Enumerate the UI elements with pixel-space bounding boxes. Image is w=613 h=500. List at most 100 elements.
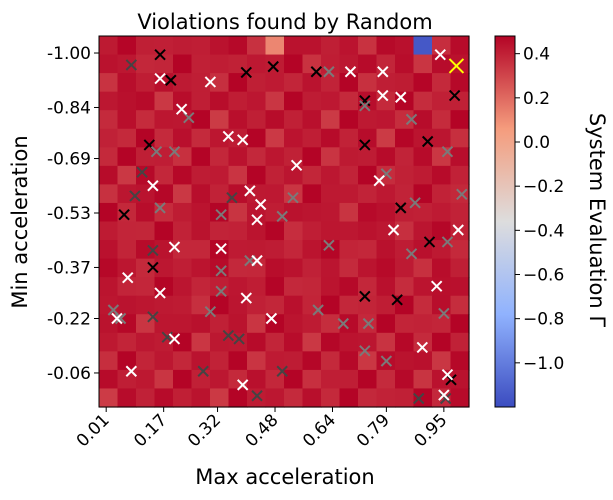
heatmap-cell [265,351,285,371]
heatmap-cell [302,128,322,148]
heatmap-cell [191,295,211,315]
heatmap-cell [99,91,119,111]
heatmap-cell [191,54,211,74]
heatmap-cell [228,314,248,334]
violation-marker-gray [441,146,454,158]
heatmap-cell [321,147,341,167]
violation-marker-white [240,292,252,304]
heatmap-cell [358,184,378,204]
violation-marker-black [391,294,403,306]
colorbar-tick-label: −0.6 [523,266,564,286]
heatmap-cell [247,147,267,167]
heatmap-cell [339,277,359,297]
heatmap-cell [154,165,174,185]
heatmap-cell [173,332,193,352]
heatmap-cell [450,36,470,56]
heatmap-cell [154,258,174,278]
heatmap-cell [339,258,359,278]
heatmap-cell [136,258,156,278]
violation-marker-black [165,74,177,86]
heatmap-cell [358,351,378,371]
heatmap-cell [210,295,230,315]
heatmap-cell [136,388,156,408]
x-tick-label: 0.95 [410,410,451,451]
heatmap-cell [117,388,137,408]
heatmap-cell [321,91,341,111]
heatmap-cell [117,110,137,130]
heatmap-cell [228,91,248,111]
heatmap-cell [395,258,415,278]
x-tick-label: 0.48 [242,410,283,451]
y-tick-label: -0.53 [47,204,91,224]
heatmap-cell [173,314,193,334]
colorbar-tick-label: −1.0 [523,354,564,374]
heatmap-cell [321,202,341,223]
violation-marker-gray [359,100,371,112]
heatmap-cell [284,240,304,260]
violation-marker-white [204,76,217,88]
plot-frame [98,35,470,408]
heatmap-cell [228,128,248,148]
heatmap-cell [432,128,452,148]
heatmap-cell [228,184,248,204]
heatmap-cell [358,277,378,297]
heatmap-cell [99,128,119,148]
violation-marker-gray [438,307,450,320]
violation-marker-gray [409,197,421,209]
heatmap-cell [450,369,470,390]
y-tick-label: -0.84 [47,98,91,118]
heatmap-cell [210,165,230,185]
violation-marker-white [441,368,454,381]
heatmap-cell [339,36,359,56]
x-tick-label: 0.32 [184,410,225,451]
heatmap-cell [173,165,193,185]
heatmap-cell [154,388,174,408]
heatmap-cell [99,351,119,371]
heatmap-cell [376,388,396,408]
heatmap-cell [191,277,211,297]
heatmap-cell [339,73,359,93]
heatmap-cell [191,202,211,223]
heatmap-cell [99,240,119,260]
heatmap-cell [450,240,470,260]
heatmap-cell [358,91,378,111]
heatmap-cell [432,91,452,111]
heatmap-cell [339,240,359,260]
heatmap-cell [210,110,230,130]
heatmap-cell [413,221,433,241]
heatmap-cell [432,184,452,204]
violation-marker-white [125,365,138,377]
violation-marker-dark-gray [129,190,141,202]
violation-marker-black [147,261,159,274]
heatmap-cell [173,184,193,204]
heatmap-cell [450,277,470,297]
heatmap-cell [191,73,211,93]
heatmap-cell [284,295,304,315]
violation-marker-white [387,224,400,236]
colorbar-tick-label: −0.8 [523,310,564,330]
heatmap-cell [265,110,285,130]
heatmap-cell [154,295,174,315]
heatmap-cell [99,165,119,185]
heatmap-cell [99,54,119,74]
heatmap-cell [432,73,452,93]
heatmap-cell [247,54,267,74]
heatmap-cell [395,314,415,334]
heatmap-cell [173,110,193,130]
violation-marker-gray [114,312,127,325]
heatmap-cell [210,36,230,56]
heatmap-cell [413,295,433,315]
violation-marker-white [254,198,267,211]
heatmap-cell [395,110,415,130]
heatmap-cell [302,91,322,111]
heatmap-cell [395,165,415,185]
heatmap-cell [228,388,248,408]
violation-marker-gray [312,304,324,316]
heatmap-cell [173,147,193,167]
violation-marker-black [423,236,436,248]
heatmap-cell [247,295,267,315]
heatmap-cell [395,221,415,241]
heatmap-cell [117,277,137,297]
heatmap-cell [302,221,322,241]
heatmap-cell [358,221,378,241]
